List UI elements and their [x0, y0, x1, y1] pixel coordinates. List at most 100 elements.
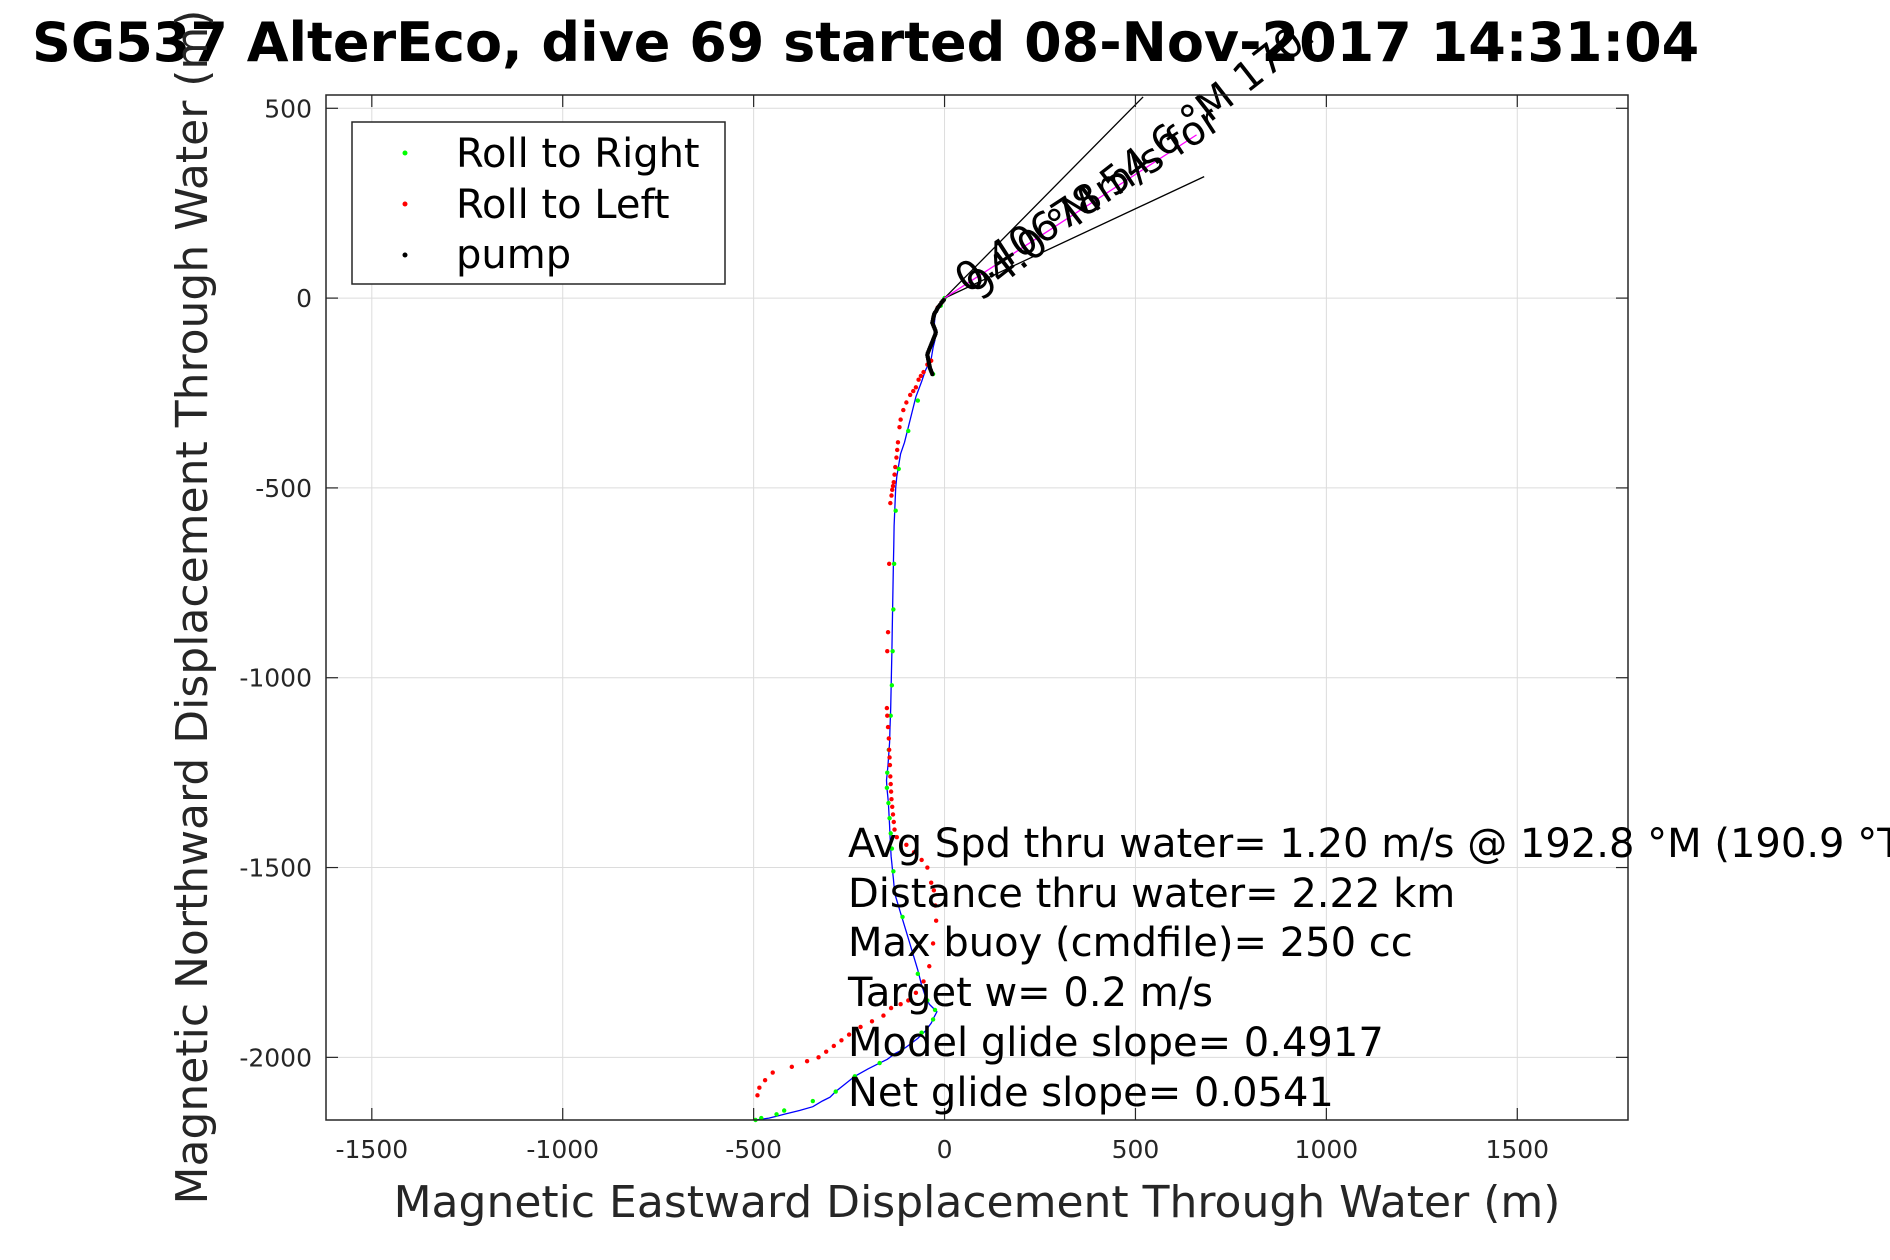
stats-annotations: Avg Spd thru water= 1.20 m/s @ 192.8 °M … — [847, 821, 1890, 1116]
x-tick-label: 1500 — [1485, 1135, 1549, 1164]
roll-left-point — [770, 1070, 775, 1075]
x-tick-label: 500 — [1112, 1135, 1160, 1164]
roll-left-point — [895, 447, 900, 453]
roll-right-point — [852, 1074, 858, 1079]
roll-left-point — [886, 561, 892, 567]
legend-label-pump: pump — [456, 232, 571, 278]
roll-right-point — [919, 1030, 924, 1035]
roll-left-point — [789, 1064, 795, 1070]
roll-left-point — [933, 903, 938, 908]
roll-right-point — [925, 998, 930, 1003]
roll-left-point — [885, 724, 891, 730]
roll-left-point — [907, 392, 913, 398]
roll-left-point — [888, 500, 893, 506]
roll-right-point — [889, 846, 895, 851]
roll-left-point — [887, 755, 892, 760]
roll-left-point — [757, 1085, 762, 1090]
x-tick-label: 1000 — [1295, 1135, 1359, 1164]
legend-marker-roll-left — [402, 201, 408, 207]
roll-right-point — [759, 1115, 764, 1121]
roll-right-point — [833, 1089, 838, 1094]
roll-right-point — [893, 508, 898, 513]
roll-right-point — [930, 1017, 936, 1022]
y-tick-label: -1000 — [239, 664, 312, 693]
roll-left-point — [890, 812, 896, 817]
roll-left-point — [888, 774, 893, 779]
roll-left-point — [887, 762, 893, 768]
roll-left-point — [884, 705, 890, 711]
roll-left-point — [919, 857, 924, 863]
roll-left-point — [804, 1058, 810, 1064]
roll-left-point — [846, 1032, 852, 1037]
roll-left-point — [921, 979, 926, 984]
heading-wedge-line — [944, 96, 1144, 299]
roll-left-point — [762, 1077, 768, 1083]
x-tick-label: -500 — [725, 1135, 782, 1164]
roll-left-point — [858, 1024, 863, 1030]
roll-left-point — [895, 440, 901, 445]
roll-right-point — [915, 971, 921, 977]
roll-left-point — [888, 781, 893, 787]
roll-right-point — [810, 1098, 816, 1104]
roll-right-point — [888, 713, 893, 718]
roll-left-point — [890, 487, 895, 493]
roll-left-point — [889, 797, 894, 802]
roll-right-point — [884, 785, 890, 791]
roll-right-point — [888, 831, 893, 836]
roll-right-point — [891, 869, 896, 874]
roll-right-point — [781, 1108, 787, 1113]
roll-left-point — [913, 990, 919, 996]
roll-left-point — [898, 1002, 903, 1007]
roll-left-point — [755, 1093, 760, 1098]
roll-left-point — [839, 1038, 844, 1043]
roll-right-point — [932, 1007, 938, 1013]
roll-right-point — [896, 466, 901, 472]
roll-left-point — [918, 373, 924, 379]
roll-left-point — [894, 455, 899, 460]
roll-right-point — [889, 683, 895, 688]
roll-right-point — [891, 607, 896, 612]
roll-left-point — [888, 789, 894, 794]
annotation-model-glide: Model glide slope= 0.4917 — [848, 1020, 1384, 1066]
y-tick-label: -2000 — [239, 1043, 312, 1072]
roll-right-point — [890, 648, 895, 654]
roll-left-point — [894, 834, 900, 840]
roll-left-point — [928, 880, 934, 885]
annotation-avg-speed: Avg Spd thru water= 1.20 m/s @ 192.8 °M … — [848, 821, 1890, 867]
x-tick-label: -1500 — [335, 1135, 408, 1164]
roll-left-point — [892, 472, 897, 477]
roll-left-point — [891, 819, 896, 825]
roll-left-point — [931, 888, 937, 893]
roll-right-point — [774, 1112, 779, 1117]
pump-point — [930, 371, 935, 377]
roll-left-point — [930, 941, 936, 946]
annotation-distance: Distance thru water= 2.22 km — [848, 871, 1455, 917]
roll-left-point — [885, 713, 890, 718]
roll-right-point — [900, 1045, 905, 1051]
roll-right-point — [886, 800, 891, 806]
roll-left-point — [904, 842, 909, 847]
y-axis-label: Magnetic Northward Displacement Through … — [167, 10, 218, 1205]
roll-left-point — [927, 964, 932, 969]
roll-left-point — [885, 648, 890, 654]
heading-wedge-line — [944, 176, 1205, 299]
roll-left-point — [925, 865, 930, 870]
roll-left-point — [869, 1019, 875, 1024]
roll-left-point — [831, 1043, 837, 1049]
roll-right-point — [887, 815, 892, 821]
roll-left-point — [897, 424, 902, 430]
chart-title: SG537 AlterEco, dive 69 started 08-Nov-2… — [32, 11, 1699, 74]
roll-left-point — [892, 827, 897, 832]
roll-left-point — [889, 493, 894, 498]
roll-left-point — [901, 407, 906, 413]
roll-left-point — [921, 369, 926, 375]
axis-ticks: -1500 -1000 -500 0 500 1000 1500 500 0 -500 -1000 -… — [239, 94, 1628, 1164]
roll-left-point — [881, 1013, 886, 1018]
roll-right-point — [885, 770, 890, 775]
roll-left-point — [933, 918, 939, 923]
axes-box — [325, 94, 1629, 1121]
roll-right-point — [877, 1060, 882, 1066]
roll-left-point — [816, 1055, 821, 1060]
roll-left-point — [886, 747, 892, 753]
